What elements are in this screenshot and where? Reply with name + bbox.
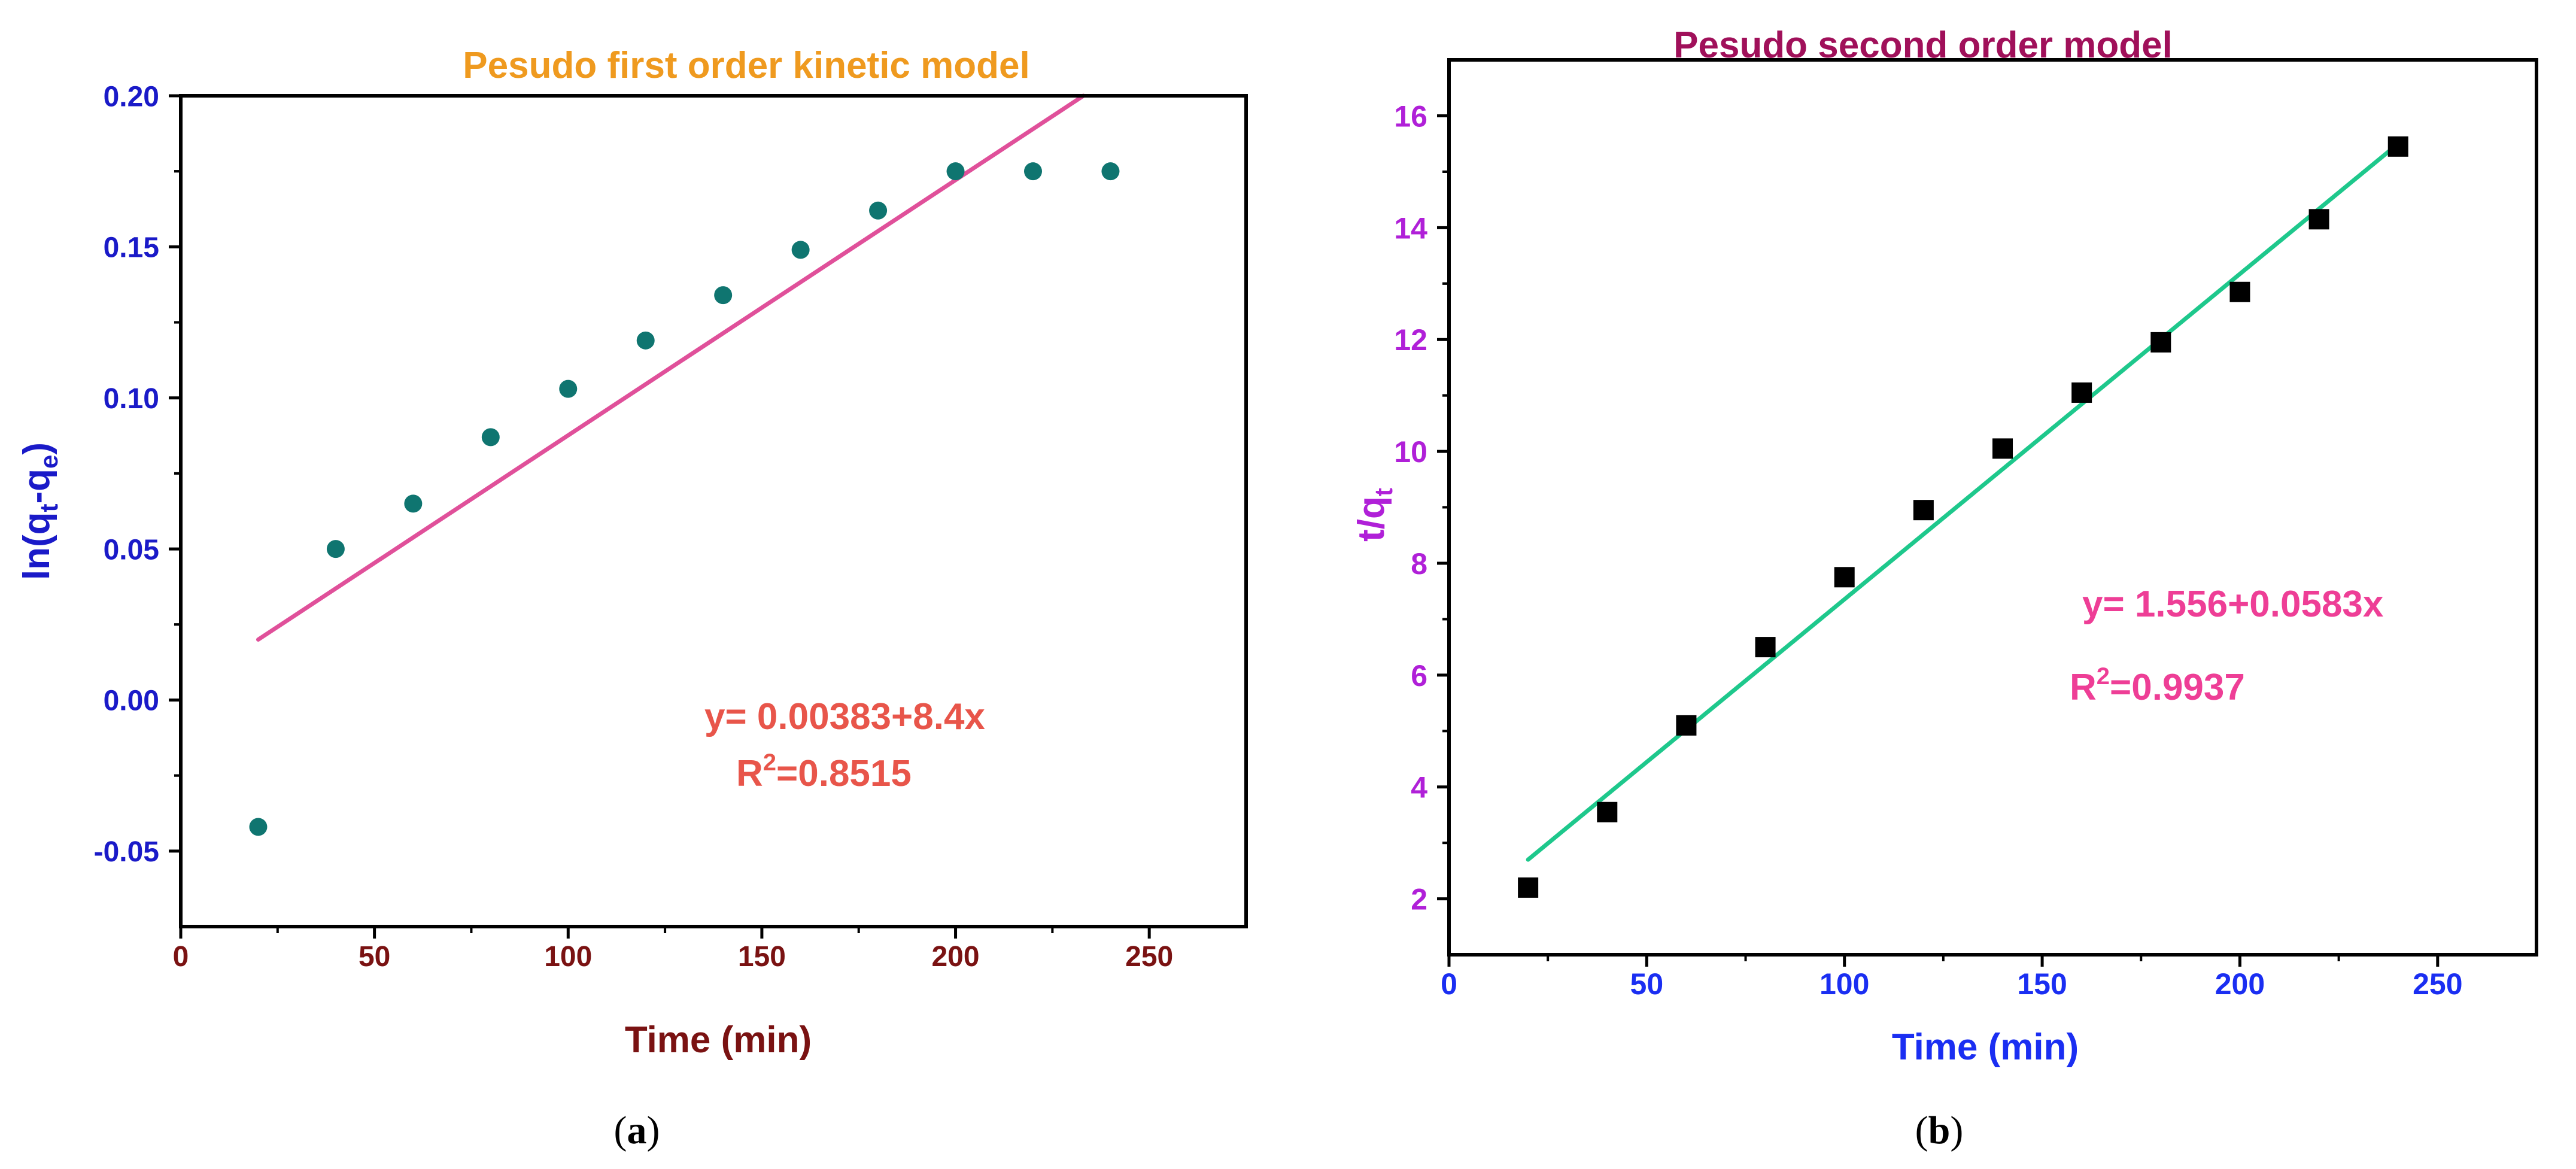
chart-b-x-ticks: 0 50 100 150 200 250 — [1441, 955, 2463, 1001]
chart-a-y-tick-label: 0.00 — [104, 685, 159, 717]
chart-b-data-point — [1755, 637, 1776, 658]
chart-b-y-tick-label: 14 — [1394, 211, 1427, 245]
chart-b-y-ticks: 2 4 6 8 10 12 14 16 — [1394, 99, 1449, 916]
chart-b-points — [1518, 136, 2408, 898]
chart-a-data-point — [714, 286, 733, 305]
chart-b-x-tick-label: 100 — [1819, 967, 1869, 1001]
chart-a-equation: y= 0.00383+8.4x — [704, 696, 985, 737]
chart-b-r2: R2=0.9937 — [2070, 663, 2245, 708]
chart-a-data-point — [946, 162, 965, 181]
chart-a-x-tick-label: 50 — [359, 941, 390, 973]
chart-b-data-point — [1834, 567, 1855, 588]
chart-a-y-tick-label: 0.10 — [104, 383, 159, 415]
panel-b-label: (b) — [1915, 1109, 1964, 1152]
chart-b-x-tick-label: 150 — [2017, 967, 2067, 1001]
chart-b-x-tick-label: 0 — [1441, 967, 1457, 1001]
chart-b-y-tick-label: 4 — [1411, 771, 1427, 804]
chart-a-ylabel: ln(qt-qe) — [16, 442, 63, 580]
chart-b-x-tick-label: 50 — [1630, 967, 1664, 1001]
chart-b-xlabel: Time (min) — [1892, 1027, 2079, 1068]
chart-a-data-point — [249, 818, 268, 836]
chart-b-y-tick-label: 16 — [1394, 99, 1427, 133]
chart-a-y-tick-label: -0.05 — [94, 836, 159, 868]
chart-b-data-point — [2071, 382, 2092, 403]
chart-b-x-tick-label: 250 — [2413, 967, 2462, 1001]
chart-b-fit-line — [1526, 141, 2401, 862]
chart-b-y-tick-label: 10 — [1394, 435, 1427, 469]
panel-a-label: (a) — [614, 1109, 660, 1152]
chart-a-fit-line — [256, 93, 1086, 642]
chart-b-x-tick-label: 200 — [2215, 967, 2265, 1001]
chart-a-data-point — [791, 241, 810, 259]
chart-a-x-tick-label: 150 — [738, 941, 786, 973]
chart-a-data-point — [1101, 162, 1120, 181]
chart-b-data-point — [1597, 801, 1618, 822]
chart-a-xlabel: Time (min) — [625, 1019, 812, 1061]
chart-b-y-tick-label: 8 — [1411, 547, 1427, 581]
chart-b-ylabel: t/qt — [1351, 488, 1398, 542]
chart-b-y-tick-label: 6 — [1411, 659, 1427, 693]
chart-b-data-point — [1676, 715, 1697, 736]
chart-a-x-tick-label: 200 — [931, 941, 979, 973]
chart-a-x-tick-label: 250 — [1125, 941, 1173, 973]
chart-a-title: Pesudo first order kinetic model — [463, 45, 1029, 86]
chart-a-data-point — [869, 201, 888, 220]
panel-b: Pesudo second order model 0 50 100 150 200 25… — [1351, 25, 2538, 1152]
chart-a-plot-frame — [179, 94, 1248, 928]
chart-a-y-ticks: -0.05 0.00 0.05 0.10 0.15 0.20 — [94, 81, 181, 868]
chart-a-x-ticks: 0 50 100 150 200 250 — [173, 927, 1173, 973]
chart-a-y-tick-label: 0.05 — [104, 534, 159, 566]
chart-b-data-point — [2150, 332, 2171, 353]
chart-a-y-tick-label: 0.20 — [104, 81, 159, 113]
chart-a-fit-layer — [256, 93, 1086, 642]
chart-b-data-point — [2308, 209, 2329, 230]
chart-a-x-tick-label: 100 — [544, 941, 592, 973]
chart-a-data-point — [326, 540, 345, 558]
chart-a-y-tick-label: 0.15 — [104, 232, 159, 264]
chart-a-x-tick-label: 0 — [173, 941, 189, 973]
chart-a-data-point — [1024, 162, 1042, 181]
chart-b-equation: y= 1.556+0.0583x — [2082, 584, 2384, 625]
chart-b-y-tick-label: 12 — [1394, 323, 1427, 357]
chart-a-data-point — [481, 428, 500, 447]
chart-a-r2: R2=0.8515 — [736, 749, 912, 794]
chart-a-data-point — [636, 331, 655, 350]
chart-b-data-point — [1913, 500, 1934, 521]
chart-b-data-point — [1992, 438, 2013, 459]
chart-a-data-point — [559, 379, 578, 398]
chart-b-fit-layer — [1526, 141, 2401, 862]
chart-b-data-point — [1518, 877, 1539, 898]
chart-a-data-point — [404, 494, 423, 513]
panel-a: Pesudo first order kinetic model 0 50 100 1… — [16, 45, 1248, 1152]
chart-b-data-point — [2387, 136, 2408, 157]
chart-a-points — [249, 162, 1120, 836]
chart-b-y-tick-label: 2 — [1411, 883, 1427, 916]
chart-b-data-point — [2229, 281, 2250, 302]
